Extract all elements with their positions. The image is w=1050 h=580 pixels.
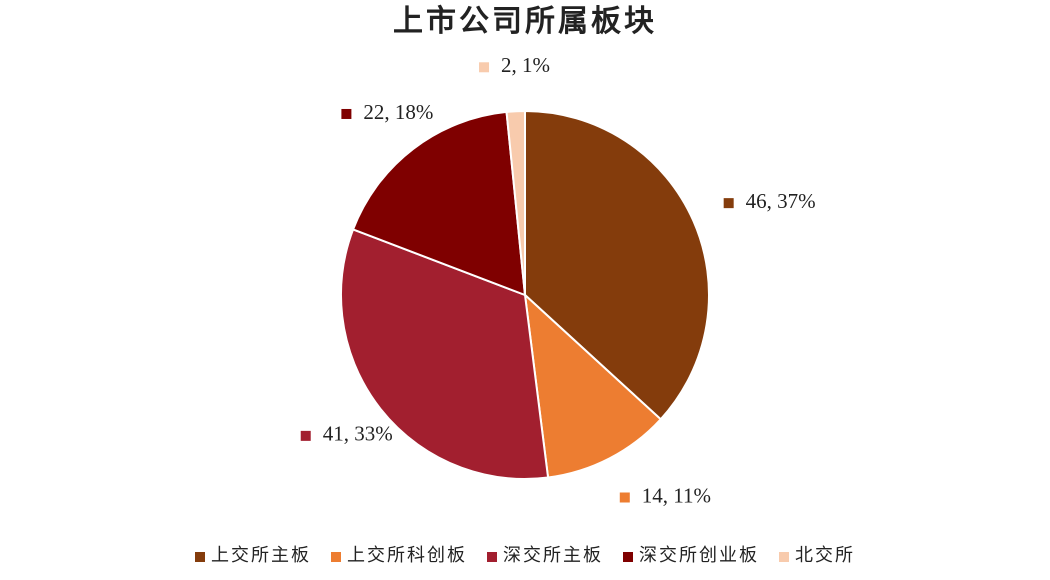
- pie-slice: [351, 110, 527, 297]
- chart-title: 上市公司所属板块: [393, 4, 657, 38]
- data-label-marker: [619, 492, 630, 503]
- data-label-marker: [300, 430, 311, 441]
- legend-marker: [487, 552, 497, 562]
- pie-slice: [505, 109, 526, 296]
- legend-label: 深交所创业板: [639, 545, 759, 565]
- legend-marker: [623, 552, 633, 562]
- legend-label: 上交所主板: [211, 545, 311, 565]
- pie-slice: [524, 109, 710, 421]
- legend-marker: [195, 552, 205, 562]
- data-label: 41, 33%: [323, 422, 393, 446]
- pie-slice: [339, 228, 550, 480]
- data-label: 2, 1%: [501, 53, 550, 77]
- pie-slice: [523, 292, 663, 479]
- data-label-marker: [723, 198, 734, 209]
- legend-label: 深交所主板: [503, 545, 603, 565]
- data-label: 14, 11%: [642, 483, 711, 507]
- data-label-marker: [479, 62, 490, 73]
- data-label-marker: [341, 108, 352, 119]
- data-label: 46, 37%: [746, 189, 816, 213]
- legend-marker: [779, 552, 789, 562]
- legend-label: 北交所: [795, 545, 855, 565]
- legend-marker: [331, 552, 341, 562]
- data-label: 22, 18%: [363, 100, 433, 124]
- legend-label: 上交所科创板: [347, 545, 467, 565]
